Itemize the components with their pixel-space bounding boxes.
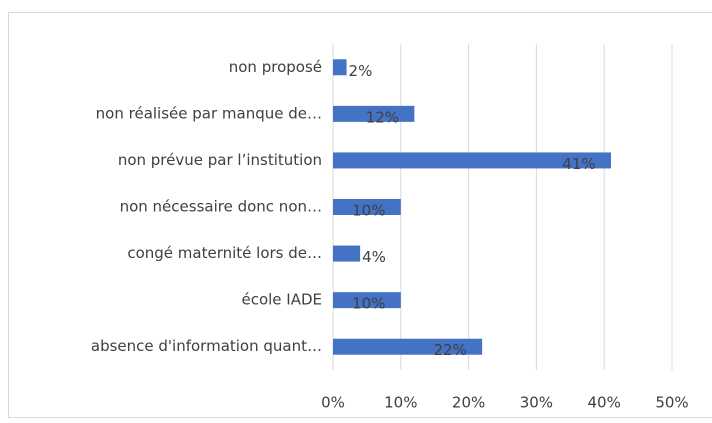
x-tick-label: 10%	[384, 394, 417, 412]
bar	[333, 338, 483, 355]
bar	[333, 199, 401, 215]
y-tick-label: non proposé	[229, 58, 322, 76]
data-label: 10%	[352, 202, 385, 220]
y-tick-label: non prévue par l’institution	[118, 151, 322, 169]
bar	[333, 59, 347, 76]
data-label: 4%	[362, 248, 386, 266]
y-tick-label: non réalisée par manque de…	[96, 104, 322, 122]
x-tick-label: 30%	[520, 394, 553, 412]
y-tick-label: congé maternité lors de…	[127, 244, 322, 262]
x-tick-label: 50%	[655, 394, 688, 412]
y-tick-label: école IADE	[241, 291, 322, 309]
x-tick-label: 40%	[588, 394, 621, 412]
bar	[333, 152, 611, 169]
bar	[333, 245, 361, 262]
data-label: 41%	[562, 155, 595, 173]
y-tick-label: absence d'information quant…	[91, 337, 322, 355]
x-tick-label: 0%	[321, 394, 345, 412]
y-tick-label: non nécessaire donc non…	[120, 198, 322, 216]
x-tick-label: 20%	[452, 394, 485, 412]
data-label: 10%	[352, 295, 385, 313]
data-label: 12%	[366, 108, 399, 126]
bar	[333, 292, 401, 309]
data-label: 2%	[349, 62, 373, 80]
data-label: 22%	[433, 341, 466, 359]
bar	[333, 105, 415, 122]
